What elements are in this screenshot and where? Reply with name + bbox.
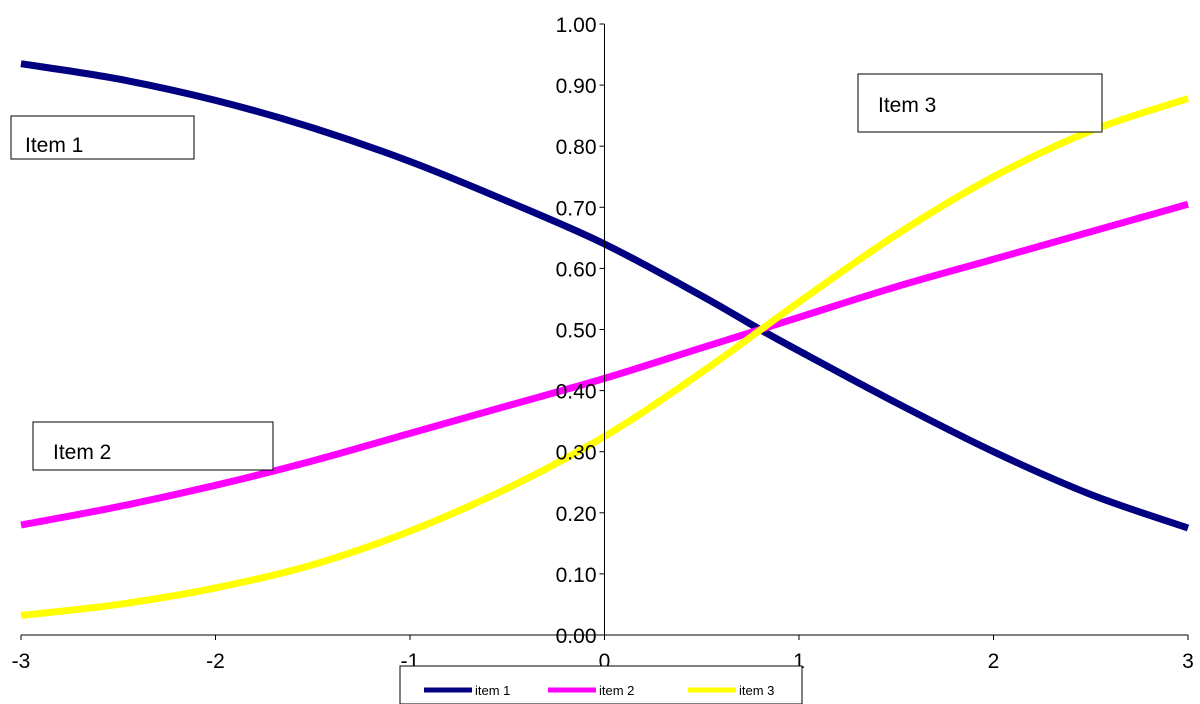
y-tick-label: 0.70: [556, 197, 597, 220]
y-tick-label: 0.90: [556, 75, 597, 98]
y-tick-label: 0.20: [556, 503, 597, 526]
annotation-label: Item 3: [878, 94, 936, 117]
y-tick-label: 0.10: [556, 564, 597, 587]
legend-label-item-2: item 2: [599, 683, 634, 698]
y-tick-label: 0.30: [556, 442, 597, 465]
annotation-item-3: Item 3: [857, 73, 1103, 133]
axes-layer: 0.00 0.10 0.20 0.30 0.40 0.50 0.60 0.70 0.80 0.90…: [12, 14, 1194, 673]
x-tick-label: 2: [988, 650, 1000, 673]
annotation-label: Item 2: [53, 441, 111, 464]
legend-label-item-3: item 3: [739, 683, 774, 698]
y-tick-label: 0.50: [556, 320, 597, 343]
annotation-item-2: Item 2: [32, 421, 274, 471]
x-tick-label: 1: [793, 650, 805, 673]
x-tick-label: -2: [206, 650, 225, 673]
y-tick-label: 1.00: [556, 14, 597, 37]
x-tick-label: 0: [599, 650, 611, 673]
x-tick-label: -3: [12, 650, 31, 673]
annotation-item-1: Item 1: [10, 115, 195, 160]
legend-label-item-1: item 1: [475, 683, 510, 698]
y-tick-label: 0.60: [556, 258, 597, 281]
annotation-label: Item 1: [25, 134, 83, 157]
y-tick-label: 0.80: [556, 136, 597, 159]
y-tick-label: 0.00: [556, 625, 597, 648]
series-line-item-1: [20, 60, 1190, 532]
legend: item 1 item 2 item 3: [399, 665, 803, 704]
x-tick-label: 3: [1182, 650, 1194, 673]
y-tick-label: 0.40: [556, 381, 597, 404]
